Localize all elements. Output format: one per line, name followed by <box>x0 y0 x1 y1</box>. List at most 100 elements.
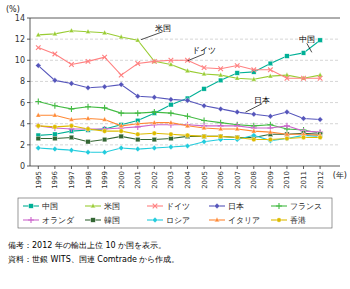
point <box>185 98 191 104</box>
point <box>85 126 91 132</box>
point <box>268 68 273 73</box>
x-tick <box>237 166 238 169</box>
point <box>35 99 41 105</box>
legend-item: 香港 <box>271 216 306 225</box>
point <box>301 116 307 122</box>
x-tick-label: 2002 <box>151 171 159 189</box>
point <box>85 116 90 121</box>
x-tick-label: 1998 <box>85 171 93 189</box>
point <box>184 122 190 128</box>
y-tick <box>27 39 30 40</box>
legend-label: 中国 <box>42 202 58 211</box>
y-tick <box>27 18 30 19</box>
point <box>235 126 240 131</box>
legend-label: ロシア <box>166 216 190 225</box>
annotation: ドイツ <box>192 46 216 55</box>
point <box>268 73 273 78</box>
legend-marker <box>28 217 34 223</box>
grid-line <box>30 123 340 124</box>
point <box>235 75 240 80</box>
series-line <box>38 40 320 135</box>
legend-marker <box>214 217 219 222</box>
legend-item: オランダ <box>23 216 75 225</box>
point <box>268 129 273 134</box>
point <box>102 149 108 155</box>
point <box>168 120 173 125</box>
grid-line <box>30 144 340 145</box>
x-tick <box>170 166 171 169</box>
point <box>202 134 207 139</box>
series-line <box>38 126 320 140</box>
point <box>301 51 306 56</box>
x-tick <box>253 166 254 169</box>
y-tick <box>27 81 30 82</box>
y-tick-label: 2 <box>20 141 25 150</box>
point <box>69 81 75 87</box>
point <box>301 135 306 140</box>
point <box>218 72 223 77</box>
point <box>235 63 240 68</box>
x-tick <box>286 166 287 169</box>
point <box>135 110 141 116</box>
point <box>169 136 174 141</box>
x-tick-label: 2007 <box>234 171 242 189</box>
chart: 0246810121419951996199719981999200020012… <box>0 0 350 289</box>
x-tick-label: 1997 <box>68 171 76 189</box>
x-tick <box>154 166 155 169</box>
note: 備考：2012 年の輸出上位 10 か国を表示。 <box>8 241 166 250</box>
point <box>53 136 58 141</box>
legend-label: オランダ <box>42 216 75 225</box>
x-tick-label: 2000 <box>118 171 126 189</box>
point <box>185 123 190 128</box>
x-tick-label: 2001 <box>134 171 142 189</box>
point <box>218 134 223 139</box>
point <box>169 132 174 137</box>
point <box>86 59 91 64</box>
point <box>218 106 224 112</box>
legend-marker <box>277 218 282 223</box>
point <box>36 145 42 151</box>
point <box>36 136 41 141</box>
grid-line <box>30 81 340 82</box>
x-tick <box>121 166 122 169</box>
point <box>202 134 207 139</box>
x-tick-label: 2006 <box>217 170 225 188</box>
legend-item: ドイツ <box>147 202 190 211</box>
point <box>53 52 58 57</box>
point <box>251 77 256 82</box>
x-tick-label: 2003 <box>167 171 175 189</box>
point <box>285 76 290 81</box>
legend-item: イタリア <box>209 216 260 225</box>
point <box>185 143 191 149</box>
x-tick-label: 1995 <box>35 171 43 189</box>
point <box>218 66 223 71</box>
legend-label: フランス <box>290 202 322 211</box>
point <box>69 135 74 140</box>
legend-item: 韓国 <box>85 216 120 225</box>
point <box>251 111 257 117</box>
y-axis-label: (%) <box>6 5 20 14</box>
point <box>151 109 157 115</box>
point <box>119 134 124 139</box>
point <box>251 137 256 142</box>
point <box>36 63 42 69</box>
y-tick-label: 6 <box>20 99 25 108</box>
point <box>202 125 207 130</box>
point <box>119 129 124 134</box>
series-line <box>38 66 320 120</box>
point <box>251 68 256 73</box>
point <box>152 131 157 136</box>
x-tick <box>220 166 221 169</box>
point <box>53 125 58 130</box>
point <box>119 123 124 128</box>
y-tick <box>27 102 30 103</box>
point <box>36 124 41 129</box>
point <box>102 137 107 142</box>
series-line <box>38 102 320 134</box>
x-tick-label: 2012 <box>317 171 325 189</box>
point <box>251 128 256 133</box>
x-tick-label: 1996 <box>51 170 59 188</box>
y-tick-label: 10 <box>15 56 25 65</box>
point <box>85 85 91 91</box>
point <box>52 31 57 36</box>
